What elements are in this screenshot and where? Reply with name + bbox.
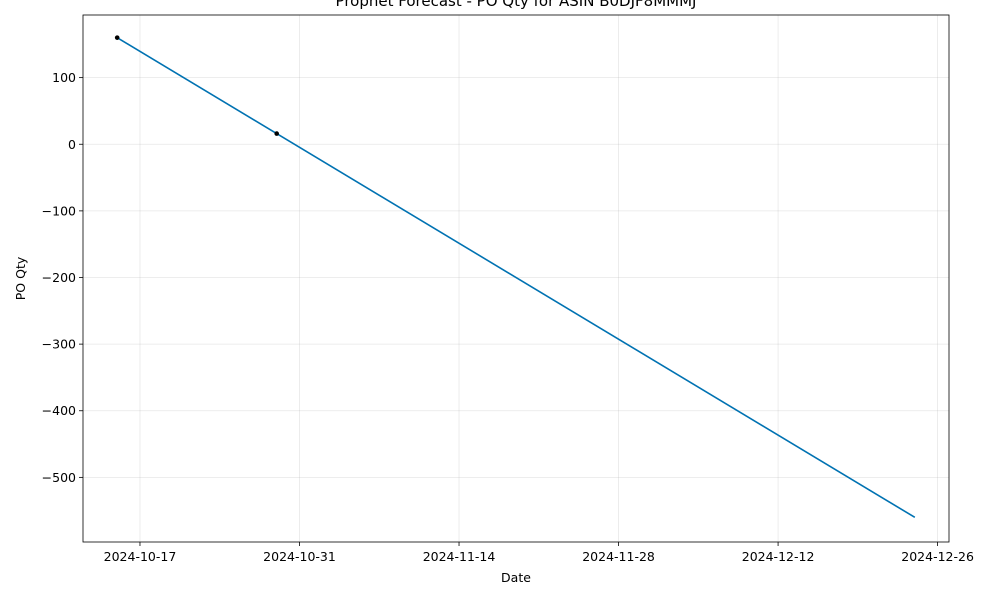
x-tick-label: 2024-11-14 [423,549,496,564]
x-tick-label: 2024-10-17 [104,549,177,564]
y-tick-label: −500 [42,470,76,485]
series-layer [114,35,916,519]
ticks-layer: 2024-10-17 2024-10-31 2024-11-14 2024-11-28… [42,70,974,564]
y-tick-label: −200 [42,270,76,285]
plot-area-frame [82,14,950,543]
y-axis-label: PO Qty [13,256,28,300]
chart-title: Prophet Forecast - PO Qty for ASIN B0DJF… [336,0,697,10]
forecast-line [116,36,916,519]
y-tick-label: −400 [42,403,76,418]
x-tick-label: 2024-12-12 [742,549,815,564]
observed-point [114,35,120,40]
grid-layer [83,15,949,542]
y-tick-label: −100 [42,203,76,218]
observed-point [274,131,280,136]
x-axis-label: Date [501,570,531,585]
x-tick-label: 2024-11-28 [582,549,655,564]
y-tick-label: −300 [42,337,76,352]
y-tick-label: 100 [52,70,76,85]
x-tick-label: 2024-12-26 [901,549,974,564]
x-tick-label: 2024-10-31 [263,549,336,564]
y-tick-label: 0 [68,137,76,152]
